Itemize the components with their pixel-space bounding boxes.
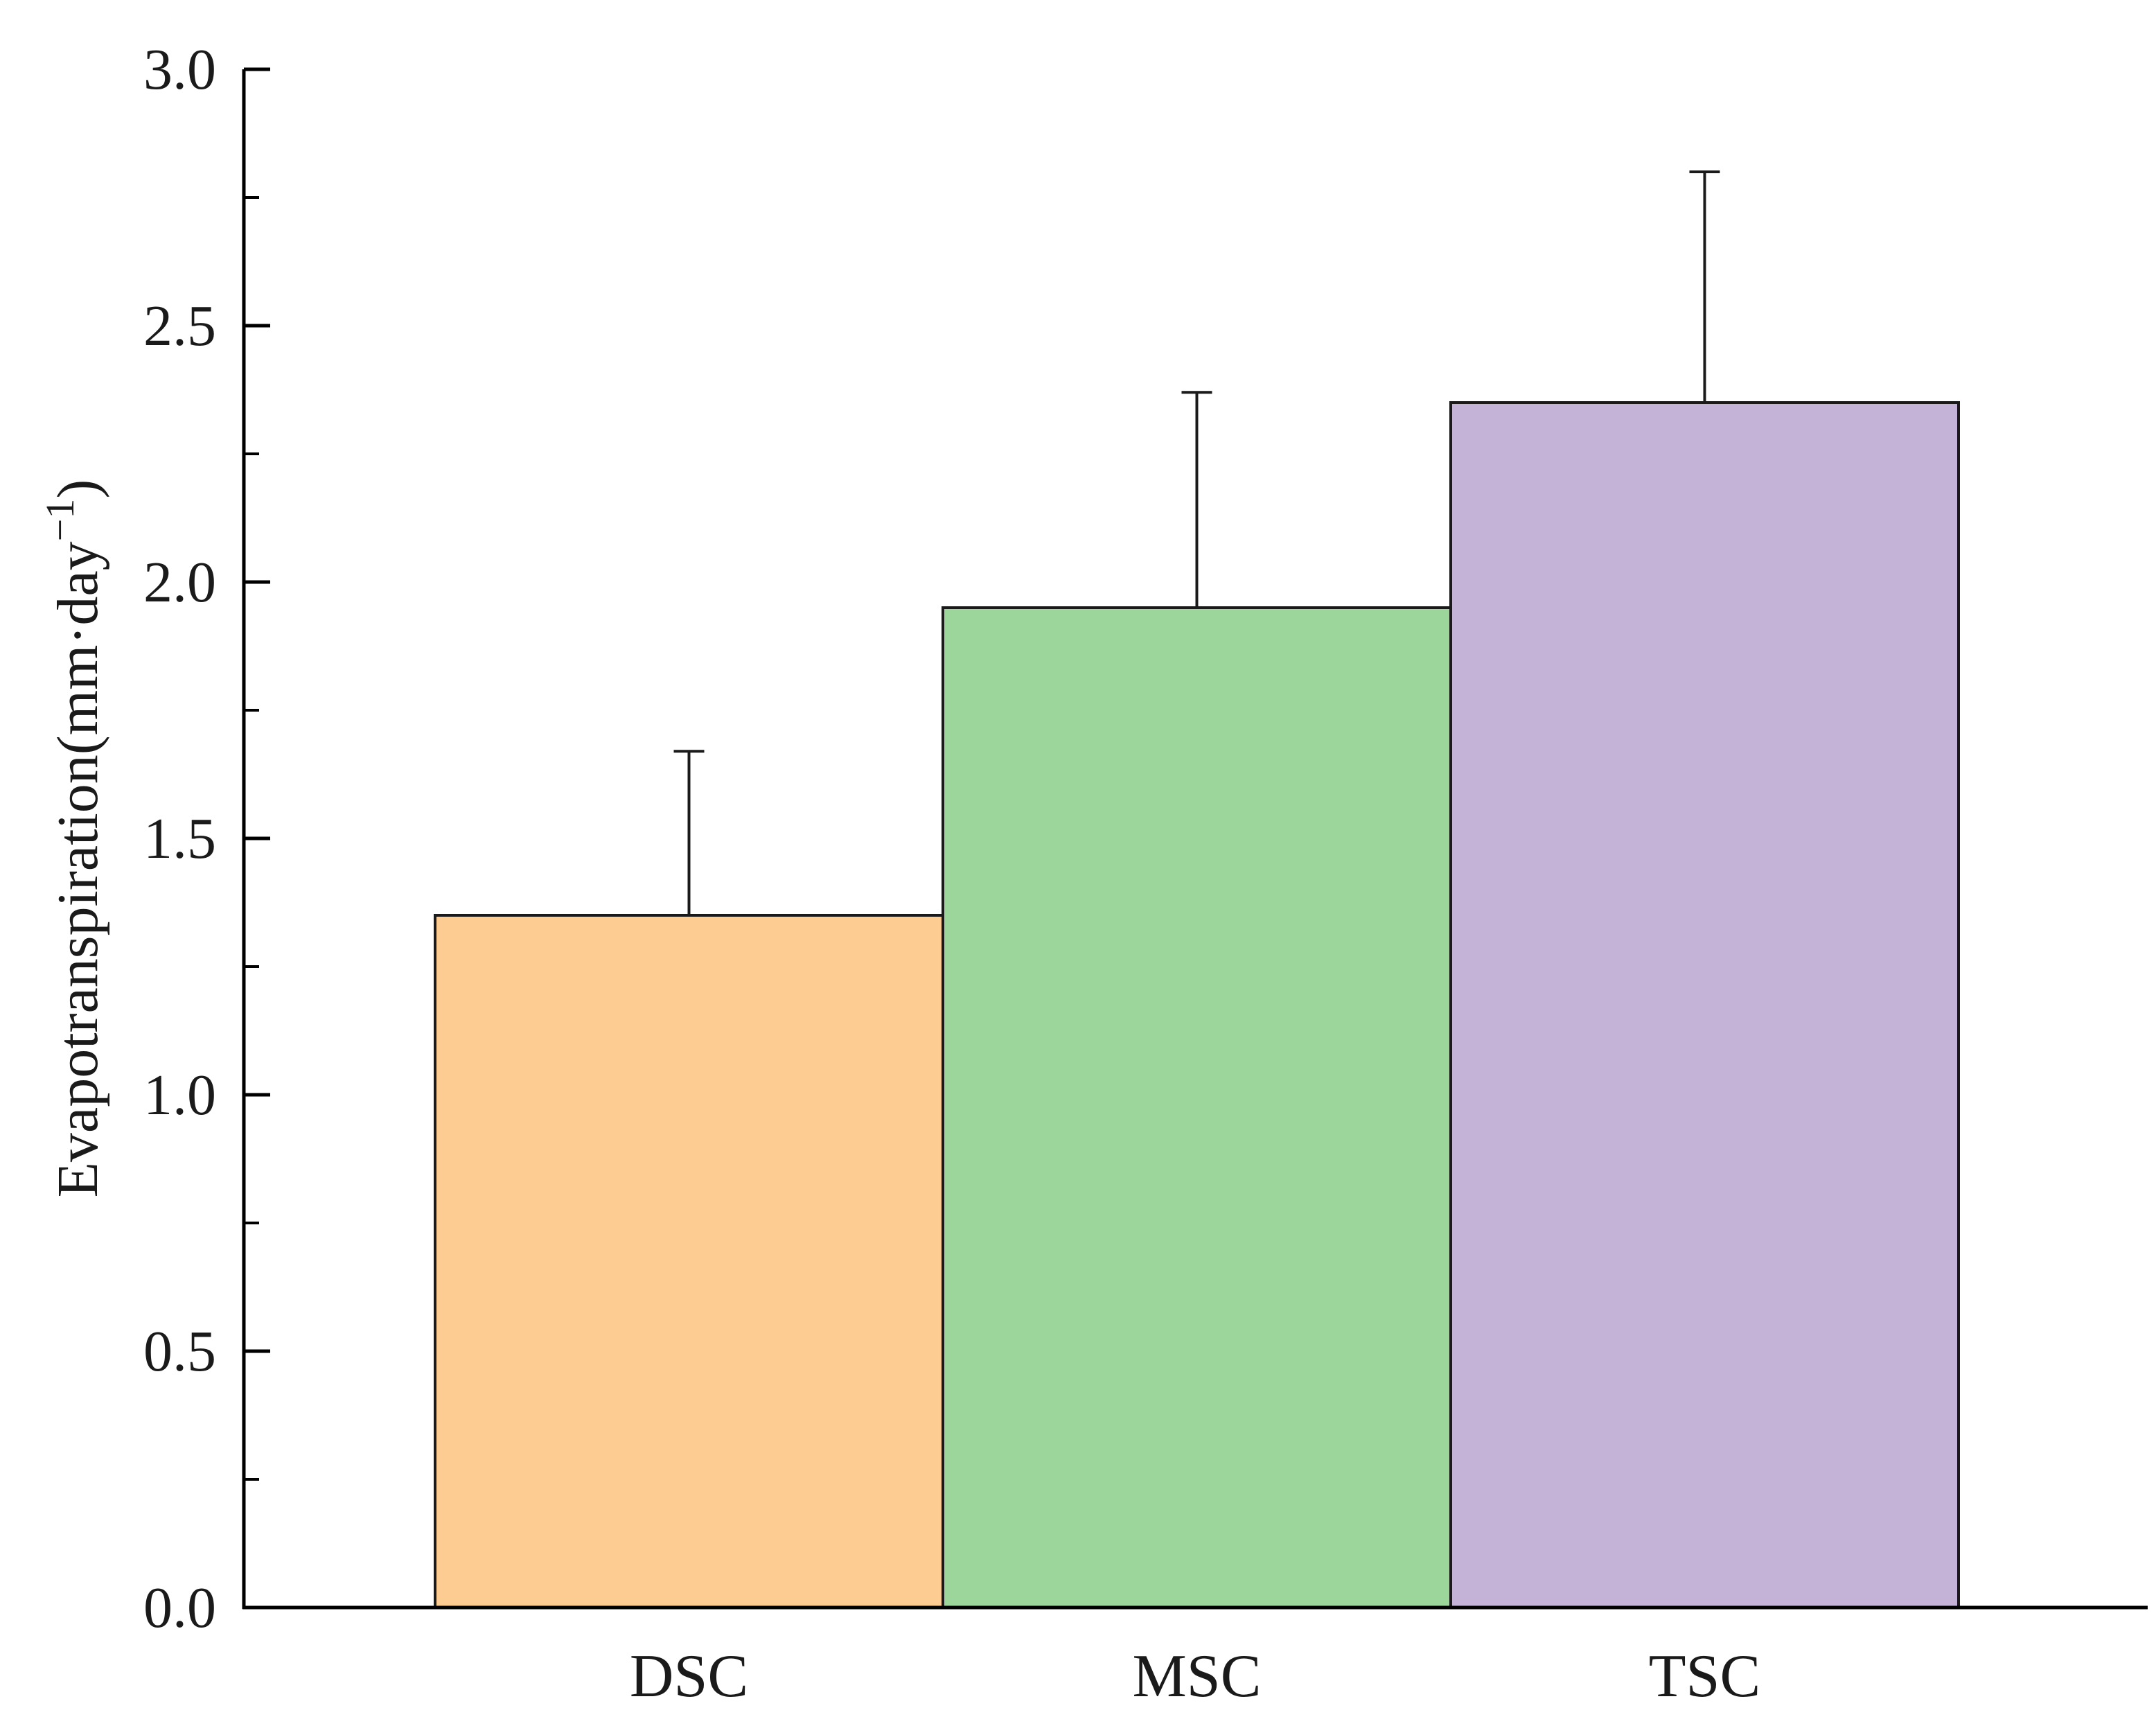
category-label-dsc: DSC bbox=[630, 1643, 748, 1710]
y-tick-label-0: 0.0 bbox=[143, 1576, 216, 1640]
y-tick-label-3: 1.5 bbox=[143, 807, 216, 871]
y-tick-label-4: 2.0 bbox=[143, 550, 216, 615]
category-labels-group: DSC MSC TSC bbox=[630, 1643, 1760, 1710]
category-label-msc: MSC bbox=[1133, 1643, 1262, 1710]
y-axis-title-superscript: −1 bbox=[37, 499, 82, 542]
bar-dsc bbox=[434, 914, 944, 1609]
y-tick-label-2: 1.0 bbox=[143, 1063, 216, 1127]
y-axis-title-close: ) bbox=[46, 479, 110, 499]
y-axis-title-main: Evapotranspiration(mm·day bbox=[46, 541, 110, 1197]
error-bars-group bbox=[673, 170, 1720, 915]
y-tick-label-1: 0.5 bbox=[143, 1319, 216, 1384]
bar-msc bbox=[942, 606, 1452, 1609]
y-ticks-group: 0.0 0.5 1.0 1.5 2.0 2.5 3.0 bbox=[143, 37, 270, 1640]
bar-tsc bbox=[1449, 401, 1960, 1609]
y-axis-title: Evapotranspiration(mm·day−1) bbox=[37, 479, 110, 1198]
category-label-tsc: TSC bbox=[1649, 1643, 1760, 1710]
y-tick-label-6: 3.0 bbox=[143, 37, 216, 102]
y-tick-label-5: 2.5 bbox=[143, 294, 216, 358]
